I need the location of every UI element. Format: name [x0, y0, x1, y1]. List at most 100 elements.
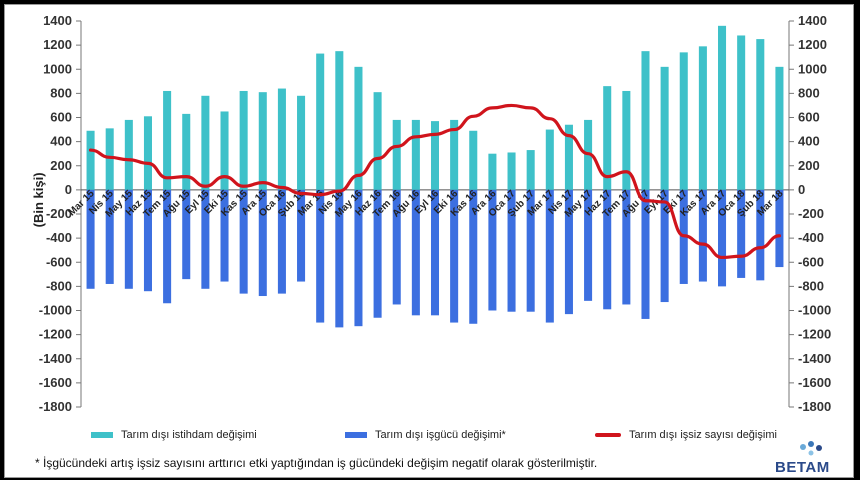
bar-laborforce [545, 189, 554, 323]
y-tick-label-right: 800 [798, 85, 820, 100]
legend-item-employment: Tarım dışı istihdam değişimi [91, 429, 257, 441]
y-tick-label-right: -200 [798, 206, 824, 221]
y-tick-label-right: -1600 [798, 375, 831, 390]
bar-employment [220, 111, 229, 190]
y-tick-label-left: -1600 [39, 375, 72, 390]
bar-laborforce [564, 189, 573, 315]
bar-laborforce [737, 189, 746, 278]
legend-label-laborforce: Tarım dışı işgücü değişimi* [375, 429, 506, 441]
footnote: * İşgücündeki artış işsiz sayısını arttı… [35, 456, 598, 470]
bar-employment [450, 119, 459, 190]
y-tick-label-left: -1400 [39, 351, 72, 366]
bar-employment [297, 95, 306, 190]
y-tick-label-left: 800 [50, 85, 72, 100]
y-tick-label-left: 400 [50, 134, 72, 149]
line-unemployed [88, 103, 782, 260]
bar-employment [105, 128, 114, 190]
bar-laborforce [775, 189, 784, 268]
y-tick-label-right: -400 [798, 230, 824, 245]
bar-employment [277, 88, 286, 190]
y-tick-label-right: -1800 [798, 399, 831, 414]
bar-employment [660, 66, 669, 190]
bar-employment [564, 124, 573, 190]
y-tick-label-left: -200 [46, 206, 72, 221]
bar-employment [411, 119, 420, 190]
y-tick-label-left: -1000 [39, 303, 72, 318]
bar-laborforce [507, 189, 516, 312]
y-tick-label-left: 600 [50, 110, 72, 125]
bar-employment [737, 35, 746, 190]
bar-employment [335, 51, 344, 190]
y-tick-label-left: -400 [46, 230, 72, 245]
bar-employment [86, 130, 95, 190]
legend-label-employment: Tarım dışı istihdam değişimi [121, 429, 257, 441]
bar-employment [163, 90, 172, 190]
legend-item-unemployed: Tarım dışı işsiz sayısı değişimi [595, 429, 777, 441]
bar-laborforce [660, 189, 669, 303]
bar-laborforce [105, 189, 114, 284]
y-tick-label-right: -1000 [798, 303, 831, 318]
legend-swatch-unemployed [595, 433, 621, 437]
bar-laborforce [488, 189, 497, 311]
logo-mark-icon [800, 441, 822, 456]
bar-laborforce [143, 189, 152, 292]
bar-laborforce [641, 189, 650, 319]
bar-laborforce [277, 189, 286, 294]
bar-laborforce [239, 189, 248, 294]
bar-employment [239, 90, 248, 190]
bar-laborforce [124, 189, 133, 289]
y-tick-label-left: 0 [65, 182, 72, 197]
bar-laborforce [698, 189, 707, 282]
bar-laborforce [392, 189, 401, 305]
bar-laborforce [450, 189, 459, 323]
y-tick-label-left: 1400 [43, 13, 72, 28]
bar-employment [641, 51, 650, 190]
bar-laborforce [86, 189, 95, 289]
bar-employment [679, 52, 688, 190]
y-tick-label-right: 0 [798, 182, 805, 197]
bar-laborforce [756, 189, 765, 281]
bar-laborforce [354, 189, 363, 327]
y-tick-label-right: -1400 [798, 351, 831, 366]
y-tick-label-right: 1200 [798, 37, 827, 52]
bar-employment [603, 86, 612, 190]
bar-employment [507, 152, 516, 190]
bar-laborforce [469, 189, 478, 324]
bar-employment [182, 113, 191, 190]
legend: Tarım dışı istihdam değişimi Tarım dışı … [5, 425, 853, 447]
bar-laborforce [430, 189, 440, 316]
axes: -1800 -1800 -1600 -1600 -1400 -1400 -1200 -1200… [39, 13, 832, 414]
bar-employment [143, 116, 152, 190]
y-axis-label: (Bin kişi) [31, 172, 46, 227]
y-tick-label-right: -800 [798, 278, 824, 293]
line-series [88, 103, 782, 260]
y-tick-label-right: 400 [798, 134, 820, 149]
bar-employment [124, 119, 133, 190]
bar-employment [545, 129, 554, 190]
bar-employment [392, 119, 401, 190]
y-tick-label-right: -1200 [798, 327, 831, 342]
bar-laborforce [373, 189, 382, 318]
legend-swatch-laborforce [345, 432, 367, 438]
y-tick-label-right: 200 [798, 158, 820, 173]
legend-label-unemployed: Tarım dışı işsiz sayısı değişimi [629, 429, 777, 441]
bar-employment [373, 92, 382, 190]
bar-laborforce [163, 189, 172, 304]
bar-employment [718, 25, 727, 190]
y-tick-label-right: 600 [798, 110, 820, 125]
bar-laborforce [182, 189, 191, 280]
bar-laborforce [411, 189, 420, 316]
y-tick-label-right: 1400 [798, 13, 827, 28]
y-tick-label-left: -800 [46, 278, 72, 293]
chart-panel: -1800 -1800 -1600 -1600 -1400 -1400 -1200 -1200… [4, 4, 854, 478]
bars [86, 25, 784, 328]
bar-employment [469, 130, 478, 190]
bar-employment [430, 121, 440, 190]
bar-laborforce [258, 189, 267, 297]
bar-employment [488, 153, 497, 190]
bar-laborforce [603, 189, 612, 310]
bar-laborforce [316, 189, 325, 323]
chart-canvas: -1800 -1800 -1600 -1600 -1400 -1400 -1200 -1200… [31, 13, 832, 414]
bar-employment [698, 46, 707, 190]
